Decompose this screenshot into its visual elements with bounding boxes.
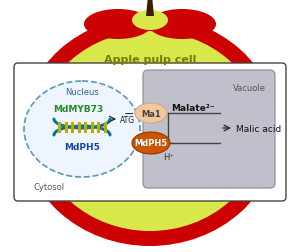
- Text: MdPH5: MdPH5: [64, 143, 100, 152]
- Text: MdMYB73: MdMYB73: [53, 104, 103, 113]
- Text: MdPH5: MdPH5: [134, 139, 168, 148]
- Text: Ma1: Ma1: [141, 109, 161, 118]
- Ellipse shape: [84, 10, 152, 40]
- Polygon shape: [146, 0, 154, 17]
- Text: Vacuole: Vacuole: [233, 83, 266, 92]
- Text: ATG: ATG: [120, 115, 135, 124]
- Text: −: −: [124, 107, 134, 120]
- FancyBboxPatch shape: [143, 71, 275, 188]
- Ellipse shape: [24, 82, 140, 177]
- Ellipse shape: [132, 11, 168, 31]
- Text: Malic acid: Malic acid: [236, 124, 281, 133]
- Text: Cytosol: Cytosol: [34, 183, 65, 192]
- Ellipse shape: [135, 104, 167, 123]
- Text: Nucleus: Nucleus: [65, 87, 99, 96]
- Ellipse shape: [132, 133, 170, 154]
- Text: Apple pulp cell: Apple pulp cell: [104, 55, 196, 65]
- Ellipse shape: [38, 32, 262, 231]
- Ellipse shape: [148, 10, 216, 40]
- Text: H⁺: H⁺: [164, 153, 174, 162]
- Ellipse shape: [22, 17, 278, 246]
- Text: Malate²⁻: Malate²⁻: [171, 103, 215, 112]
- FancyBboxPatch shape: [14, 64, 286, 201]
